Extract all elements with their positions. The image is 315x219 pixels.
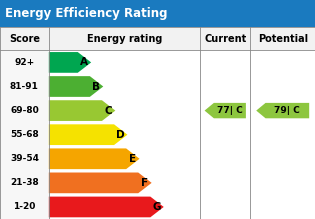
- Bar: [0, 147, 49, 171]
- Text: 55-68: 55-68: [10, 130, 39, 139]
- Text: 21-38: 21-38: [10, 178, 39, 187]
- Text: 1-20: 1-20: [13, 202, 36, 212]
- Text: G: G: [152, 202, 161, 212]
- Polygon shape: [49, 52, 91, 73]
- Bar: [0, 27, 315, 50]
- Bar: [0, 50, 49, 74]
- Bar: [0, 99, 49, 123]
- Polygon shape: [49, 197, 164, 217]
- Text: C: C: [104, 106, 112, 116]
- Polygon shape: [49, 76, 103, 97]
- Text: B: B: [92, 81, 100, 92]
- Text: Energy rating: Energy rating: [87, 34, 162, 44]
- Bar: [0, 195, 49, 219]
- Polygon shape: [49, 124, 128, 145]
- Text: F: F: [141, 178, 148, 188]
- Polygon shape: [49, 173, 152, 193]
- Bar: [0, 171, 49, 195]
- Polygon shape: [49, 148, 140, 169]
- Bar: [0, 74, 49, 99]
- Polygon shape: [204, 103, 246, 118]
- Text: 79| C: 79| C: [274, 106, 300, 115]
- Text: 81-91: 81-91: [10, 82, 39, 91]
- Text: 92+: 92+: [14, 58, 35, 67]
- Text: Potential: Potential: [258, 34, 308, 44]
- Text: D: D: [116, 130, 124, 140]
- Text: Score: Score: [9, 34, 40, 44]
- Text: E: E: [129, 154, 136, 164]
- Polygon shape: [49, 100, 115, 121]
- Text: Energy Efficiency Rating: Energy Efficiency Rating: [5, 7, 167, 20]
- Text: 39-54: 39-54: [10, 154, 39, 163]
- Text: A: A: [80, 57, 88, 67]
- Text: Current: Current: [204, 34, 246, 44]
- Bar: [0, 123, 49, 147]
- Text: 77| C: 77| C: [217, 106, 243, 115]
- Text: 69-80: 69-80: [10, 106, 39, 115]
- Bar: [0, 0, 315, 27]
- Polygon shape: [256, 103, 309, 118]
